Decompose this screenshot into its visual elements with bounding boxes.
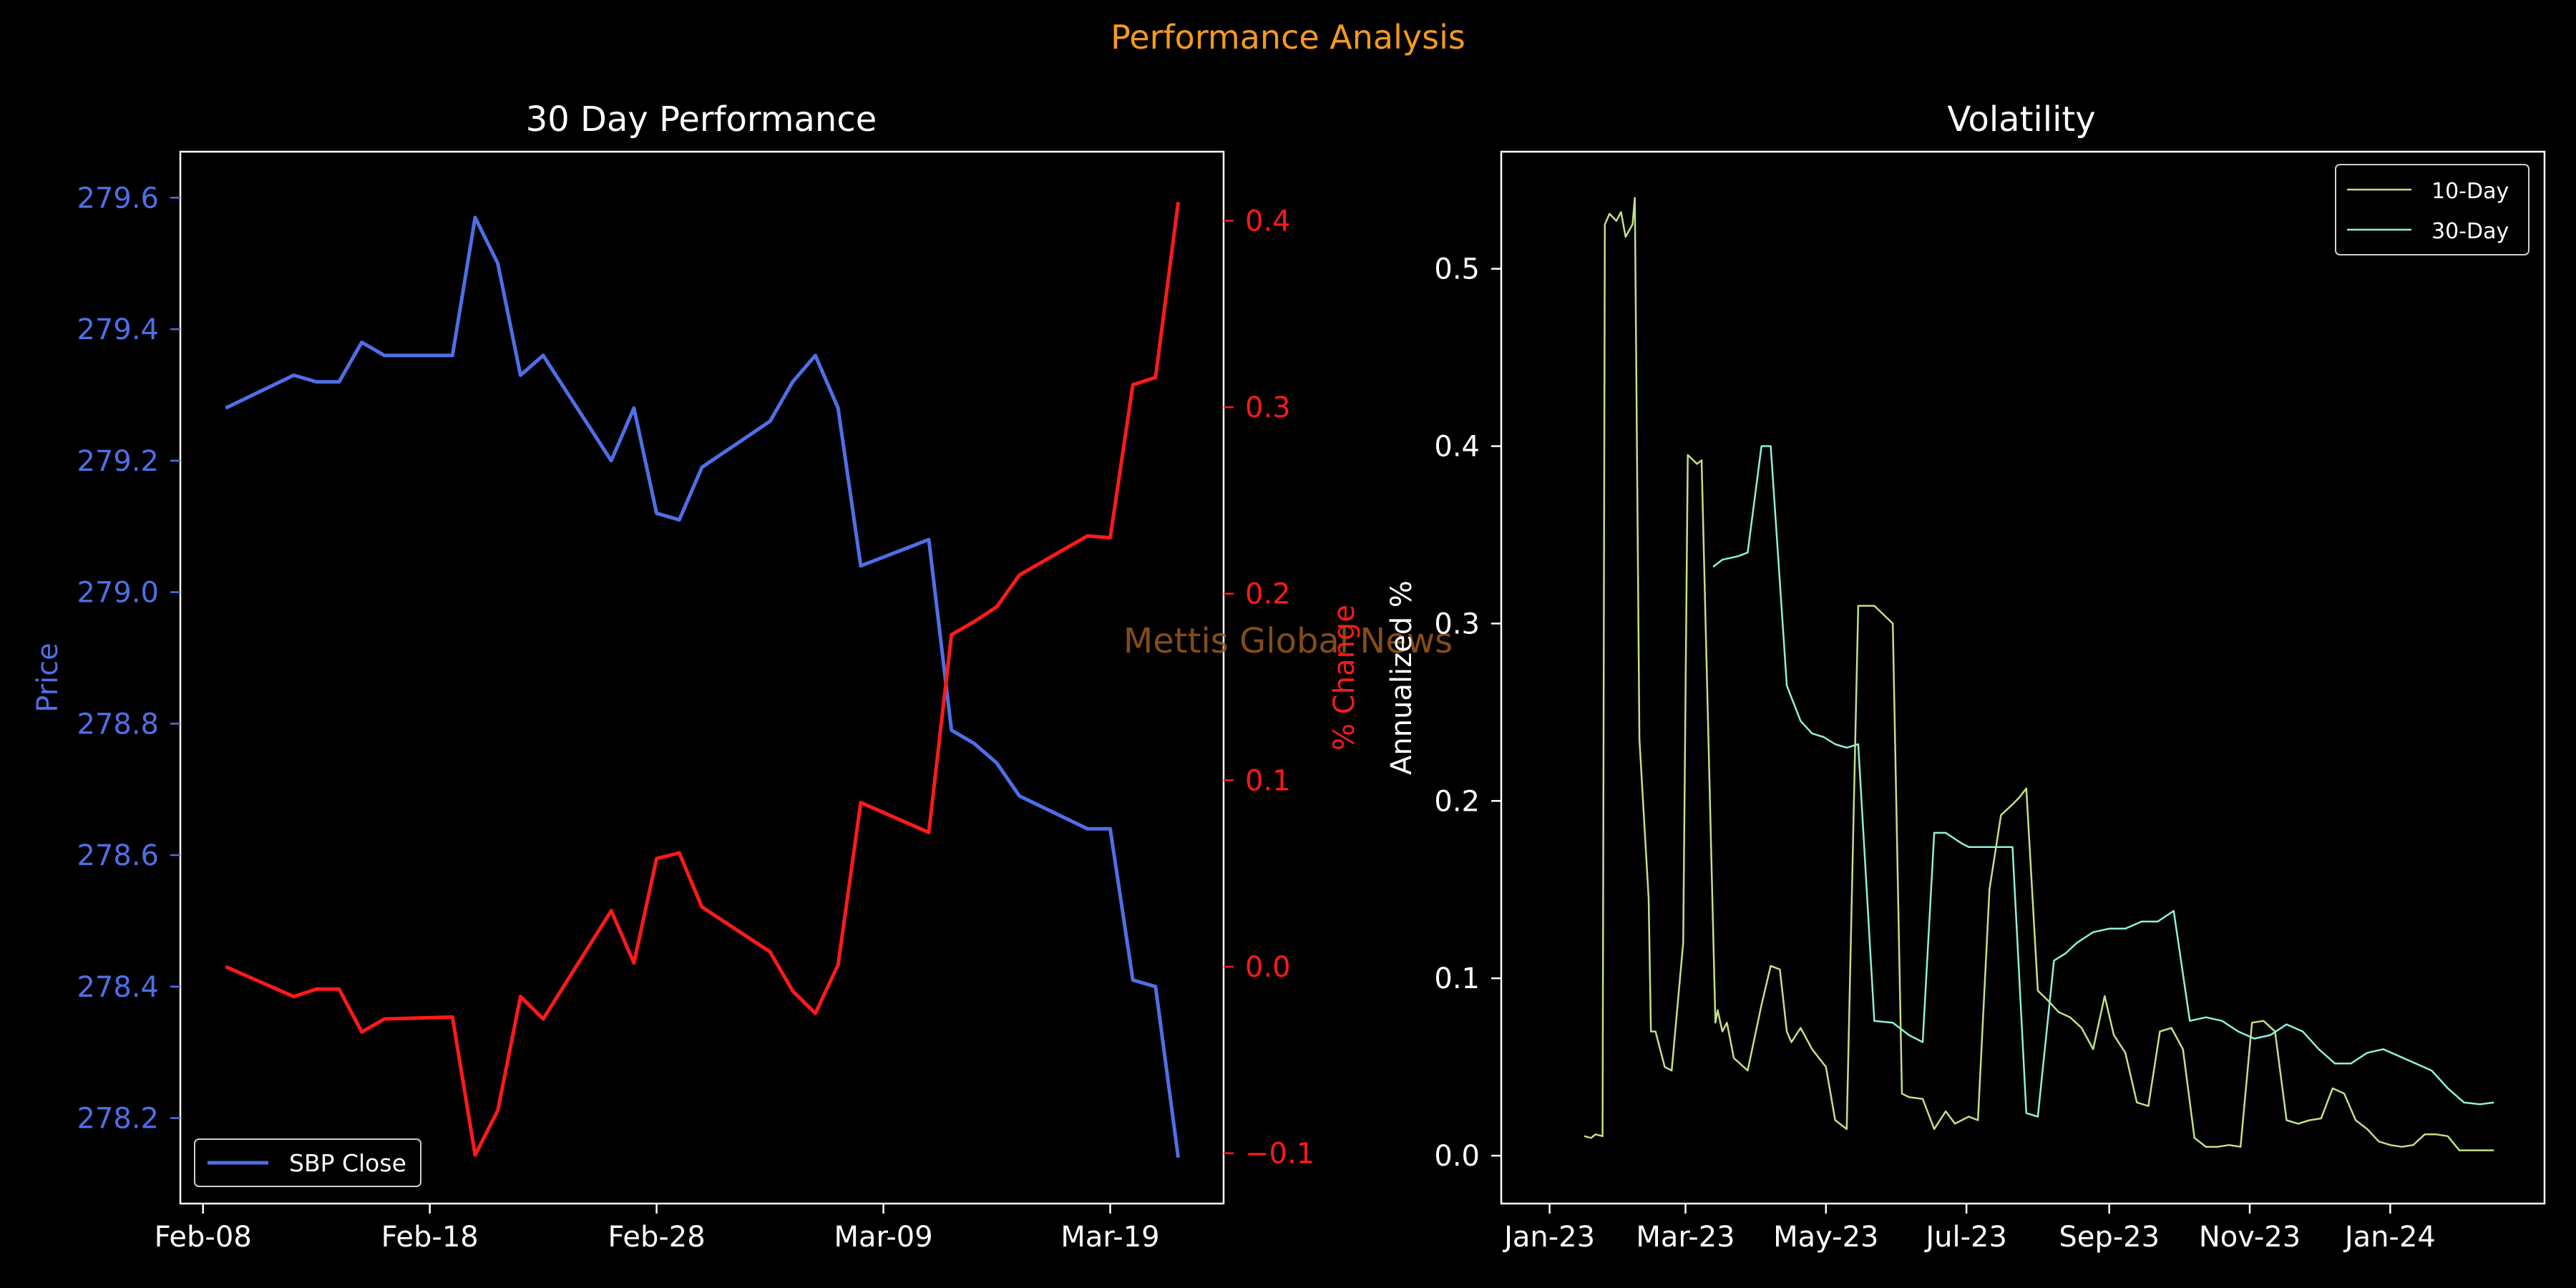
performance-plot-frame — [179, 150, 1225, 1205]
x-tick-label: Nov-23 — [2199, 1221, 2301, 1254]
vol-30day-line — [1712, 445, 2494, 1118]
y-tick-label: 278.4 — [77, 971, 159, 1004]
y-right-tick-label: 0.2 — [1245, 578, 1291, 611]
x-tick-label: Jul-23 — [1923, 1221, 2007, 1254]
y-right-tick-label: 0.4 — [1245, 205, 1291, 238]
y-tick-label: 0.1 — [1434, 962, 1480, 995]
sbp-close-line — [225, 215, 1181, 1158]
volatility-legend-box — [2335, 164, 2529, 255]
x-tick-label: Sep-23 — [2059, 1221, 2160, 1254]
volatility-chart-title: Volatility — [1947, 99, 2095, 140]
x-tick-label: Feb-18 — [381, 1221, 479, 1254]
performance-chart: 30 Day Performance Feb-08 Feb-18 Feb-28 Mar… — [31, 99, 1361, 1254]
x-tick-label: Mar-09 — [834, 1221, 932, 1254]
x-tick-label: Jan-24 — [2343, 1221, 2436, 1254]
y-tick-label: 0.0 — [1434, 1140, 1480, 1173]
y-tick-label: 278.6 — [77, 839, 159, 872]
y-right-tick-label: −0.1 — [1245, 1138, 1314, 1171]
y-right-tick-label: 0.0 — [1245, 951, 1291, 984]
y-tick-label: 0.4 — [1434, 431, 1480, 464]
x-tick-label: May-23 — [1773, 1221, 1878, 1254]
x-tick-label: Feb-08 — [155, 1221, 252, 1254]
volatility-chart: Volatility Jan-23 Mar-23 May-23 Jul-23 Sep-2… — [1385, 99, 2546, 1254]
y-tick-label: 0.2 — [1434, 785, 1480, 818]
price-axis-label: Price — [31, 643, 64, 713]
legend-sbp-close-label: SBP Close — [289, 1149, 406, 1177]
volatility-legend: 10-Day 30-Day — [2335, 164, 2529, 255]
performance-legend-box — [194, 1138, 421, 1187]
legend-30day-label: 30-Day — [2431, 219, 2509, 244]
performance-legend: SBP Close — [194, 1138, 421, 1187]
watermark: Mettis Global News — [1123, 621, 1453, 661]
y-tick-label: 279.6 — [77, 182, 159, 215]
x-tick-label: Jan-23 — [1502, 1221, 1595, 1254]
x-tick-label: Mar-19 — [1060, 1221, 1159, 1254]
pct-change-line — [225, 202, 1181, 1157]
x-tick-label: Feb-28 — [608, 1221, 706, 1254]
volatility-plot-frame — [1500, 150, 2546, 1205]
vol-10day-line — [1584, 197, 2494, 1151]
volatility-x-axis: Jan-23 Mar-23 May-23 Jul-23 Sep-23 Nov-23 Jan-… — [1502, 1204, 2436, 1254]
performance-x-axis: Feb-08 Feb-18 Feb-28 Mar-09 Mar-19 — [155, 1204, 1160, 1254]
legend-10day-label: 10-Day — [2431, 179, 2509, 204]
annualized-axis-label: Annualized % — [1385, 580, 1418, 775]
y-tick-label: 279.4 — [77, 313, 159, 346]
y-right-tick-label: 0.1 — [1245, 764, 1291, 797]
y-tick-label: 0.5 — [1434, 253, 1480, 286]
pct-change-axis-label: % Change — [1328, 605, 1361, 751]
performance-y-axis-right: −0.1 0.0 0.1 0.2 0.3 0.4 — [1224, 205, 1314, 1171]
y-tick-label: 279.2 — [77, 445, 159, 478]
y-tick-label: 279.0 — [77, 577, 159, 610]
figure-title: Performance Analysis — [1111, 18, 1465, 57]
y-tick-label: 278.2 — [77, 1103, 159, 1136]
performance-y-axis-left: 278.2 278.4 278.6 278.8 279.0 279.2 279.4 279.6 — [77, 182, 180, 1136]
y-tick-label: 0.3 — [1434, 608, 1480, 640]
x-tick-label: Mar-23 — [1636, 1221, 1735, 1254]
y-right-tick-label: 0.3 — [1245, 391, 1291, 424]
volatility-y-axis: 0.0 0.1 0.2 0.3 0.4 0.5 — [1434, 253, 1501, 1173]
y-tick-label: 278.8 — [77, 708, 159, 741]
performance-chart-title: 30 Day Performance — [526, 99, 877, 140]
